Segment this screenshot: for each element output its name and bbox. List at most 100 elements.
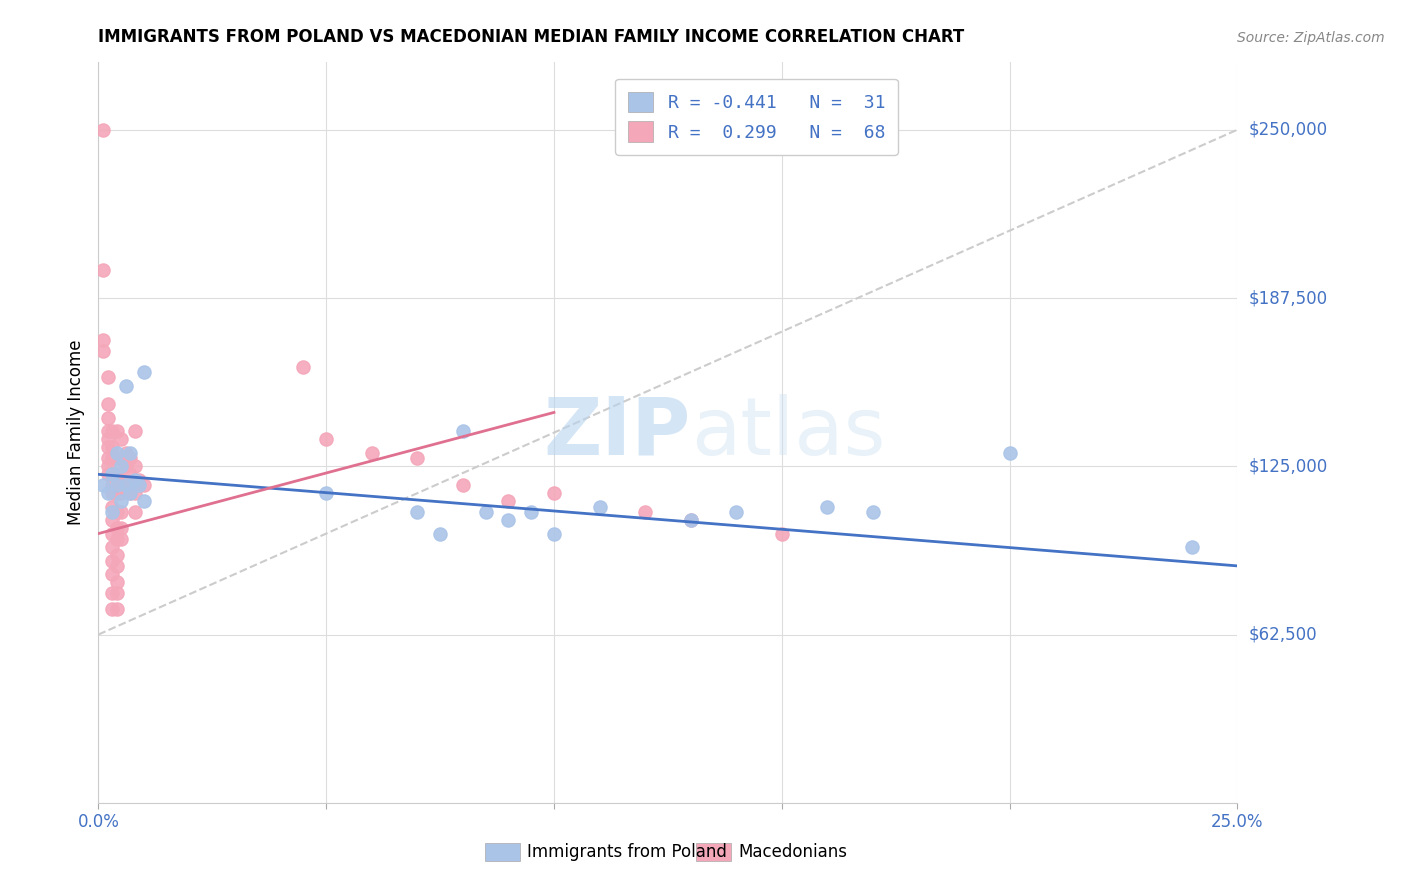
Point (128, 473, 150, 487)
Point (101, 513, 124, 527)
Point (91, 343, 114, 358)
Text: $187,500: $187,500 (1249, 289, 1327, 307)
Point (105, 532, 128, 546)
Point (634, 505, 657, 519)
Text: $62,500: $62,500 (1249, 625, 1317, 643)
Point (96, 441, 118, 455)
Point (101, 526, 124, 541)
Point (105, 575, 128, 590)
Point (101, 467, 124, 482)
Point (110, 532, 132, 546)
Point (105, 446, 128, 460)
Point (96, 370, 118, 384)
Point (91, 122, 114, 136)
Point (110, 486, 132, 500)
Point (120, 486, 142, 500)
Point (101, 486, 124, 500)
Point (543, 486, 565, 500)
Point (110, 451, 132, 466)
Point (91, 478, 114, 492)
Point (110, 505, 132, 519)
Point (124, 505, 146, 519)
Point (101, 586, 124, 600)
Point (114, 459, 136, 474)
Point (96, 467, 118, 482)
Text: Source: ZipAtlas.com: Source: ZipAtlas.com (1237, 31, 1385, 45)
Point (105, 424, 128, 438)
Point (110, 473, 132, 487)
Point (101, 500, 124, 514)
Point (498, 494, 520, 508)
Point (120, 486, 142, 500)
Point (315, 486, 337, 500)
Point (292, 359, 315, 374)
Point (132, 365, 155, 379)
Point (998, 446, 1021, 460)
Point (132, 478, 155, 492)
Point (96, 397, 118, 411)
Point (406, 451, 429, 466)
Point (101, 540, 124, 554)
Point (105, 467, 128, 482)
Point (105, 451, 128, 466)
Point (862, 505, 884, 519)
Point (105, 602, 128, 616)
Point (679, 513, 702, 527)
Point (110, 494, 132, 508)
Point (451, 424, 474, 438)
Point (96, 424, 118, 438)
Point (105, 505, 128, 519)
Point (96, 486, 118, 500)
Point (498, 513, 520, 527)
Point (91, 262, 114, 277)
Point (101, 505, 124, 519)
Point (588, 500, 610, 514)
Point (105, 486, 128, 500)
Point (114, 478, 136, 492)
Point (105, 548, 128, 562)
Point (124, 459, 146, 474)
Point (1181, 540, 1204, 554)
Point (474, 505, 496, 519)
Text: ZIP: ZIP (543, 393, 690, 472)
Point (815, 500, 838, 514)
Point (96, 433, 118, 447)
Point (101, 424, 124, 438)
Point (110, 521, 132, 535)
Text: Macedonians: Macedonians (738, 843, 848, 861)
Point (96, 459, 118, 474)
Point (101, 441, 124, 455)
Text: $250,000: $250,000 (1249, 120, 1327, 139)
Point (429, 526, 451, 541)
Point (110, 433, 132, 447)
Y-axis label: Median Family Income: Median Family Income (66, 340, 84, 525)
Point (120, 467, 142, 482)
Point (96, 451, 118, 466)
Point (725, 505, 748, 519)
Point (520, 505, 543, 519)
Point (406, 505, 429, 519)
Text: Immigrants from Poland: Immigrants from Poland (527, 843, 727, 861)
Point (360, 446, 382, 460)
Point (120, 451, 142, 466)
Point (128, 478, 150, 492)
Point (120, 446, 142, 460)
Point (101, 478, 124, 492)
Point (132, 494, 155, 508)
Point (543, 526, 565, 541)
Point (124, 424, 146, 438)
Point (91, 333, 114, 347)
Point (101, 553, 124, 567)
Point (124, 473, 146, 487)
Point (105, 558, 128, 573)
Point (124, 486, 146, 500)
Legend: R = -0.441   N =  31, R =  0.299   N =  68: R = -0.441 N = 31, R = 0.299 N = 68 (616, 78, 898, 155)
Text: $125,000: $125,000 (1249, 458, 1327, 475)
Point (101, 467, 124, 482)
Point (114, 478, 136, 492)
Point (101, 602, 124, 616)
Point (105, 521, 128, 535)
Point (315, 433, 337, 447)
Point (101, 566, 124, 581)
Point (110, 459, 132, 474)
